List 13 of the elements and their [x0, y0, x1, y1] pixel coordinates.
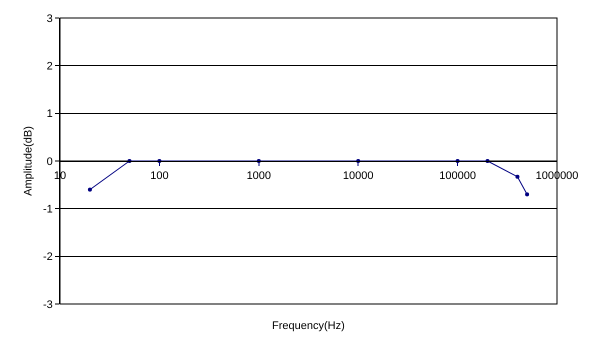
y-tick-label: -2 — [43, 251, 53, 264]
y-tick-label: -1 — [43, 204, 53, 216]
x-tick-label: 10000 — [342, 170, 374, 182]
y-tick-label: -3 — [43, 298, 53, 311]
x-axis-title: Frequency(Hz) — [272, 320, 345, 332]
y-tick-label: 1 — [46, 108, 53, 120]
y-tick-label: 2 — [46, 60, 53, 73]
x-tick-label: 100000 — [439, 170, 476, 182]
x-tick-label: 100 — [150, 170, 169, 182]
y-tick-label: 3 — [46, 12, 53, 25]
x-tick-label: 1000 — [246, 170, 272, 182]
y-tick-label: 0 — [46, 156, 53, 168]
y-axis-title: Amplitude(dB) — [22, 126, 35, 196]
